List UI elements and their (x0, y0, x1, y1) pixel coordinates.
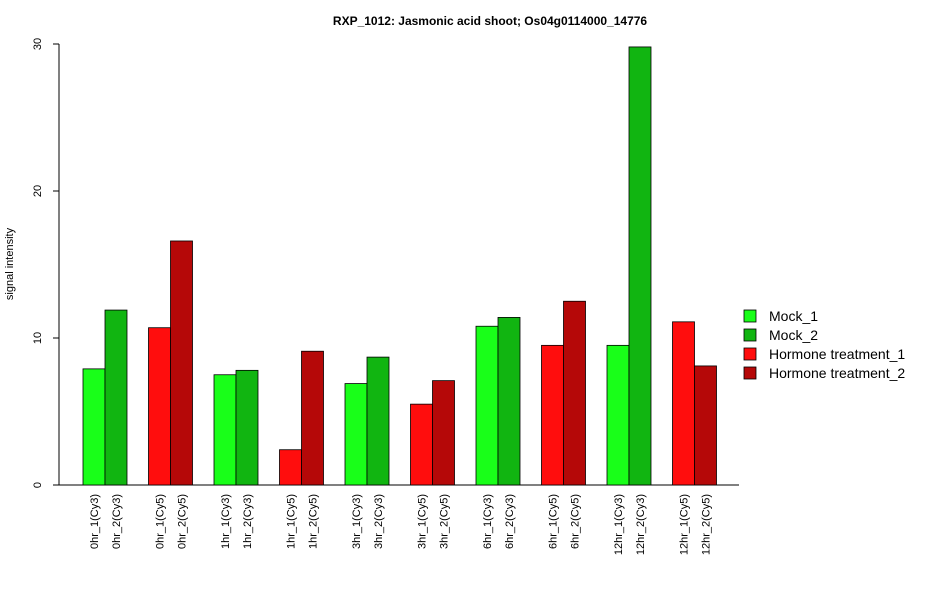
bar (148, 327, 171, 486)
x-tick-label: 6hr_2(Cy3) (504, 494, 516, 549)
x-tick-label: 1hr_2(Cy5) (308, 494, 320, 549)
x-tick-label: 3hr_1(Cy5) (417, 494, 429, 549)
bar (235, 369, 259, 486)
bar (563, 300, 586, 486)
y-tick-label: 10 (32, 332, 44, 344)
y-tick-label: 30 (32, 38, 44, 50)
bar (410, 403, 433, 486)
x-tick-label: 6hr_1(Cy5) (548, 494, 560, 549)
x-tick-label: 0hr_2(Cy5) (177, 494, 189, 549)
y-axis-label: signal intensity (4, 227, 16, 300)
chart-title: RXP_1012: Jasmonic acid shoot; Os04g0114… (333, 14, 648, 28)
bar (694, 365, 717, 486)
x-tick-label: 6hr_1(Cy3) (482, 494, 494, 549)
y-axis: 0 10 20 30 (32, 38, 60, 488)
bar (82, 368, 106, 486)
bar (301, 350, 324, 486)
legend-swatch (743, 309, 757, 323)
bar (366, 356, 390, 486)
bar (475, 325, 499, 486)
legend-swatch (743, 328, 757, 342)
x-tick-label: 0hr_1(Cy5) (155, 494, 167, 549)
x-tick-label: 12hr_1(Cy5) (679, 494, 691, 555)
x-tick-label: 1hr_1(Cy5) (286, 494, 298, 549)
legend-label: Mock_1 (769, 308, 818, 324)
bar (344, 383, 368, 486)
bar (279, 449, 302, 486)
x-tick-label: 0hr_1(Cy3) (89, 494, 101, 549)
x-tick-label: 12hr_1(Cy3) (613, 494, 625, 555)
bar (213, 374, 237, 486)
x-tick-label: 6hr_2(Cy5) (570, 494, 582, 549)
x-tick-label: 1hr_1(Cy3) (220, 494, 232, 549)
bar (497, 317, 521, 486)
legend-label: Hormone treatment_1 (769, 346, 905, 362)
bar (606, 344, 630, 486)
x-tick-label: 3hr_1(Cy3) (351, 494, 363, 549)
bars (82, 46, 717, 486)
x-tick-labels: 0hr_1(Cy3) 0hr_2(Cy3) 0hr_1(Cy5) 0hr_2(Cy5)… (89, 494, 713, 555)
legend-swatch (743, 366, 757, 380)
x-tick-label: 0hr_2(Cy3) (111, 494, 123, 549)
legend-swatch (743, 347, 757, 361)
x-tick-label: 3hr_2(Cy5) (439, 494, 451, 549)
y-tick-label: 20 (32, 185, 44, 197)
legend-label: Hormone treatment_2 (769, 365, 905, 381)
x-tick-label: 12hr_2(Cy3) (635, 494, 647, 555)
bar (170, 240, 193, 486)
bar (672, 321, 695, 486)
x-tick-label: 12hr_2(Cy5) (701, 494, 713, 555)
legend: Mock_1 Mock_2 Hormone treatment_1 Hormone t… (743, 308, 905, 381)
y-tick-label: 0 (32, 482, 44, 488)
x-tick-label: 3hr_2(Cy3) (373, 494, 385, 549)
x-tick-label: 1hr_2(Cy3) (242, 494, 254, 549)
bar (104, 309, 128, 486)
bar (432, 380, 455, 486)
bar (628, 46, 652, 486)
bar (541, 344, 564, 486)
legend-label: Mock_2 (769, 327, 818, 343)
